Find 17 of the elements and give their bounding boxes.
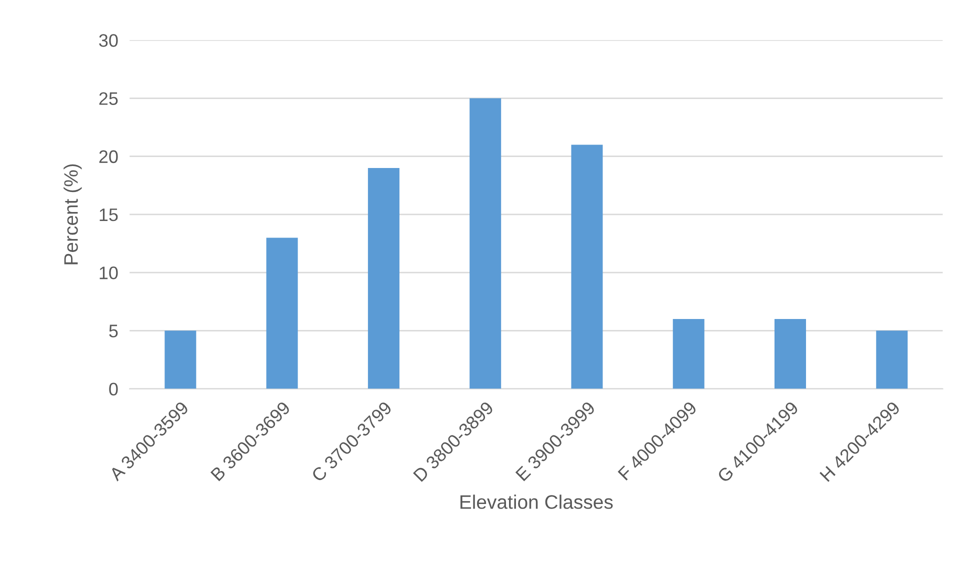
bar: [774, 319, 806, 389]
bar: [368, 168, 400, 389]
y-tick-label: 0: [109, 382, 118, 396]
bar: [672, 319, 704, 389]
x-axis-title: Elevation Classes: [460, 494, 613, 509]
y-tick-label: 10: [100, 266, 118, 280]
y-axis-title: Percent (%): [64, 164, 82, 264]
bar: [266, 238, 298, 389]
bar: [571, 144, 603, 389]
y-tick-label: 30: [99, 34, 118, 47]
y-tick-label: 5: [109, 324, 118, 338]
bar: [876, 330, 908, 389]
bar: [470, 98, 502, 389]
y-tick-label: 20: [99, 150, 118, 164]
y-tick-label: 15: [100, 208, 118, 222]
y-tick-label: 25: [99, 92, 118, 105]
bar: [164, 330, 196, 389]
